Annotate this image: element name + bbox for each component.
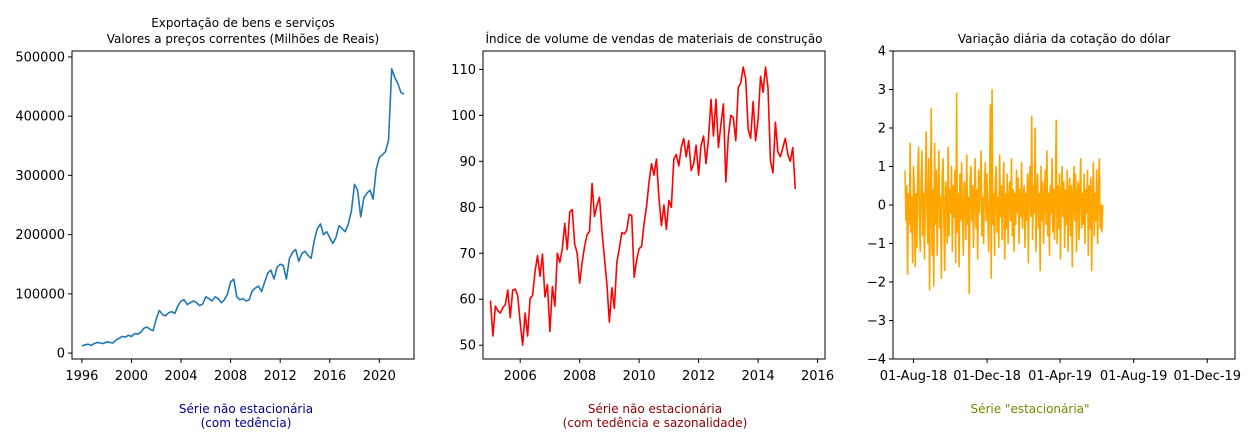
chart-1-ytick-label: 0 (57, 347, 65, 362)
caption-1-text: Série não estacionária (178, 402, 314, 416)
chart-1-ytick-label: 300000 (15, 169, 65, 184)
chart-2-series-line (489, 66, 797, 347)
chart-2-ytick-label: 100 (451, 109, 476, 124)
caption-2-text: Série não estacionária (587, 402, 723, 416)
caption-1-subtext: (com tedência) (200, 416, 292, 430)
chart-3-ytick-label: −2 (867, 276, 886, 291)
chart-3-ytick-label: −4 (867, 353, 886, 368)
chart-1-title-line: Valores a preços correntes (Milhões de R… (107, 32, 379, 46)
chart-3-series-line (904, 88, 1104, 295)
chart-3-xtick-label: 01-Dec-18 (953, 369, 1021, 384)
chart-2-ytick-label: 50 (459, 339, 476, 354)
chart-2-xtick-label: 2006 (504, 369, 537, 384)
chart-2-xtick-label: 2012 (682, 369, 715, 384)
chart-2-ytick-label: 90 (459, 155, 476, 170)
chart-1-xtick-label: 2016 (313, 369, 346, 384)
chart-1-ytick-label: 500000 (15, 50, 65, 65)
chart-2-xtick-label: 2014 (742, 369, 775, 384)
chart-1-xtick-label: 2008 (214, 369, 247, 384)
chart-3-ytick-label: 4 (878, 45, 886, 60)
chart-1-series-line (81, 67, 405, 347)
chart-2-ytick-label: 70 (459, 247, 476, 262)
chart-2-ytick-label: 80 (459, 201, 476, 216)
caption-1: Série não estacionária (com tedência) (141, 402, 351, 430)
chart-2-ytick-label: 110 (451, 63, 476, 78)
caption-3-text: Série "estacionária" (970, 402, 1090, 416)
chart-1-ytick-label: 400000 (15, 110, 65, 125)
chart-3-title-line: Variação diária da cotação do dólar (958, 32, 1170, 46)
caption-2-subtext: (com tedência e sazonalidade) (562, 416, 748, 430)
chart-2-xtick-label: 2008 (563, 369, 596, 384)
chart-1-title-line: Exportação de bens e serviços (151, 16, 335, 30)
chart-3-ytick-label: −1 (867, 237, 886, 252)
chart-2-title-line: Índice de volume de vendas de materiais … (485, 31, 822, 46)
chart-1-xtick-label: 2012 (264, 369, 297, 384)
chart-3-ytick-label: 0 (878, 199, 886, 214)
chart-3-ytick-label: 3 (878, 83, 886, 98)
chart-1: Exportação de bens e serviços Valores a p… (15, 16, 415, 384)
chart-1-frame (71, 50, 415, 360)
caption-3: Série "estacionária" (950, 402, 1110, 416)
caption-2: Série não estacionária (com tedência e s… (535, 402, 775, 430)
chart-2: Índice de volume de vendas de materiais … (451, 31, 834, 384)
chart-2-xtick-label: 2016 (801, 369, 834, 384)
chart-2-ytick-label: 60 (459, 293, 476, 308)
chart-3-xtick-label: 01-Aug-19 (1100, 369, 1168, 384)
chart-3-ytick-label: 1 (878, 160, 886, 175)
chart-1-xtick-label: 2004 (164, 369, 197, 384)
chart-3-ytick-label: −3 (867, 314, 886, 329)
chart-3-xtick-label: 01-Dec-19 (1173, 369, 1241, 384)
chart-1-ytick-label: 100000 (15, 287, 65, 302)
chart-3: Variação diária da cotação do dólar 01-Au… (867, 32, 1241, 384)
chart-2-frame (482, 50, 826, 360)
chart-3-xtick-label: 01-Apr-19 (1028, 369, 1092, 384)
chart-2-xtick-label: 2010 (623, 369, 656, 384)
chart-1-xtick-label: 1996 (65, 369, 98, 384)
chart-3-ytick-label: 2 (878, 122, 886, 137)
chart-3-xtick-label: 01-Aug-18 (880, 369, 948, 384)
chart-1-xtick-label: 2020 (363, 369, 396, 384)
chart-1-ytick-label: 200000 (15, 228, 65, 243)
chart-1-xtick-label: 2000 (115, 369, 148, 384)
